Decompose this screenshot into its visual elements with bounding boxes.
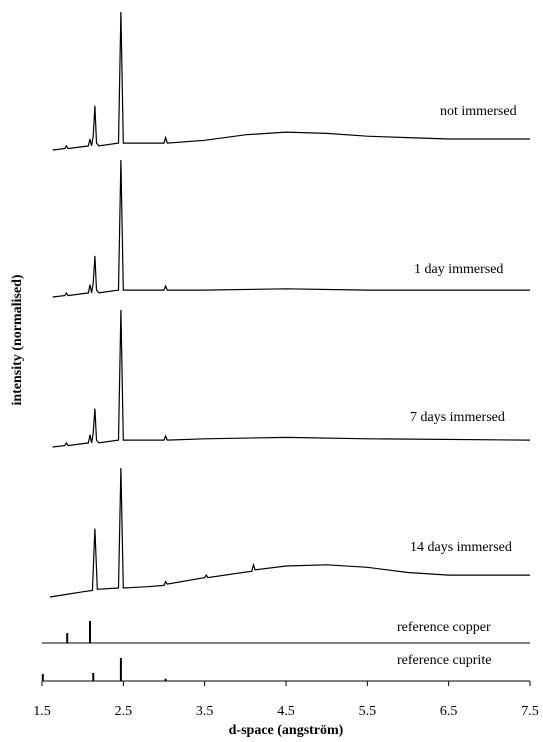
trace	[50, 467, 530, 598]
x-tick-label: 5.5	[359, 704, 377, 719]
x-tick-label: 2.5	[115, 704, 133, 719]
trace	[52, 309, 531, 448]
series-label: not immersed	[440, 104, 517, 119]
x-tick-label: 1.5	[33, 704, 51, 719]
y-axis-label: intensity (normalised)	[10, 274, 25, 405]
series-label: reference copper	[397, 620, 491, 635]
x-tick-label: 6.5	[440, 704, 458, 719]
series-label: 14 days immersed	[410, 540, 512, 555]
series-label: 7 days immersed	[410, 410, 505, 425]
x-tick-label: 7.5	[521, 704, 539, 719]
x-tick-label: 3.5	[196, 704, 214, 719]
series-label: 1 day immersed	[414, 262, 503, 277]
trace	[52, 11, 530, 151]
trace	[52, 159, 530, 298]
x-tick-label: 4.5	[277, 704, 295, 719]
x-axis-label: d-space (angström)	[229, 723, 344, 738]
series-label: reference cuprite	[397, 653, 491, 668]
